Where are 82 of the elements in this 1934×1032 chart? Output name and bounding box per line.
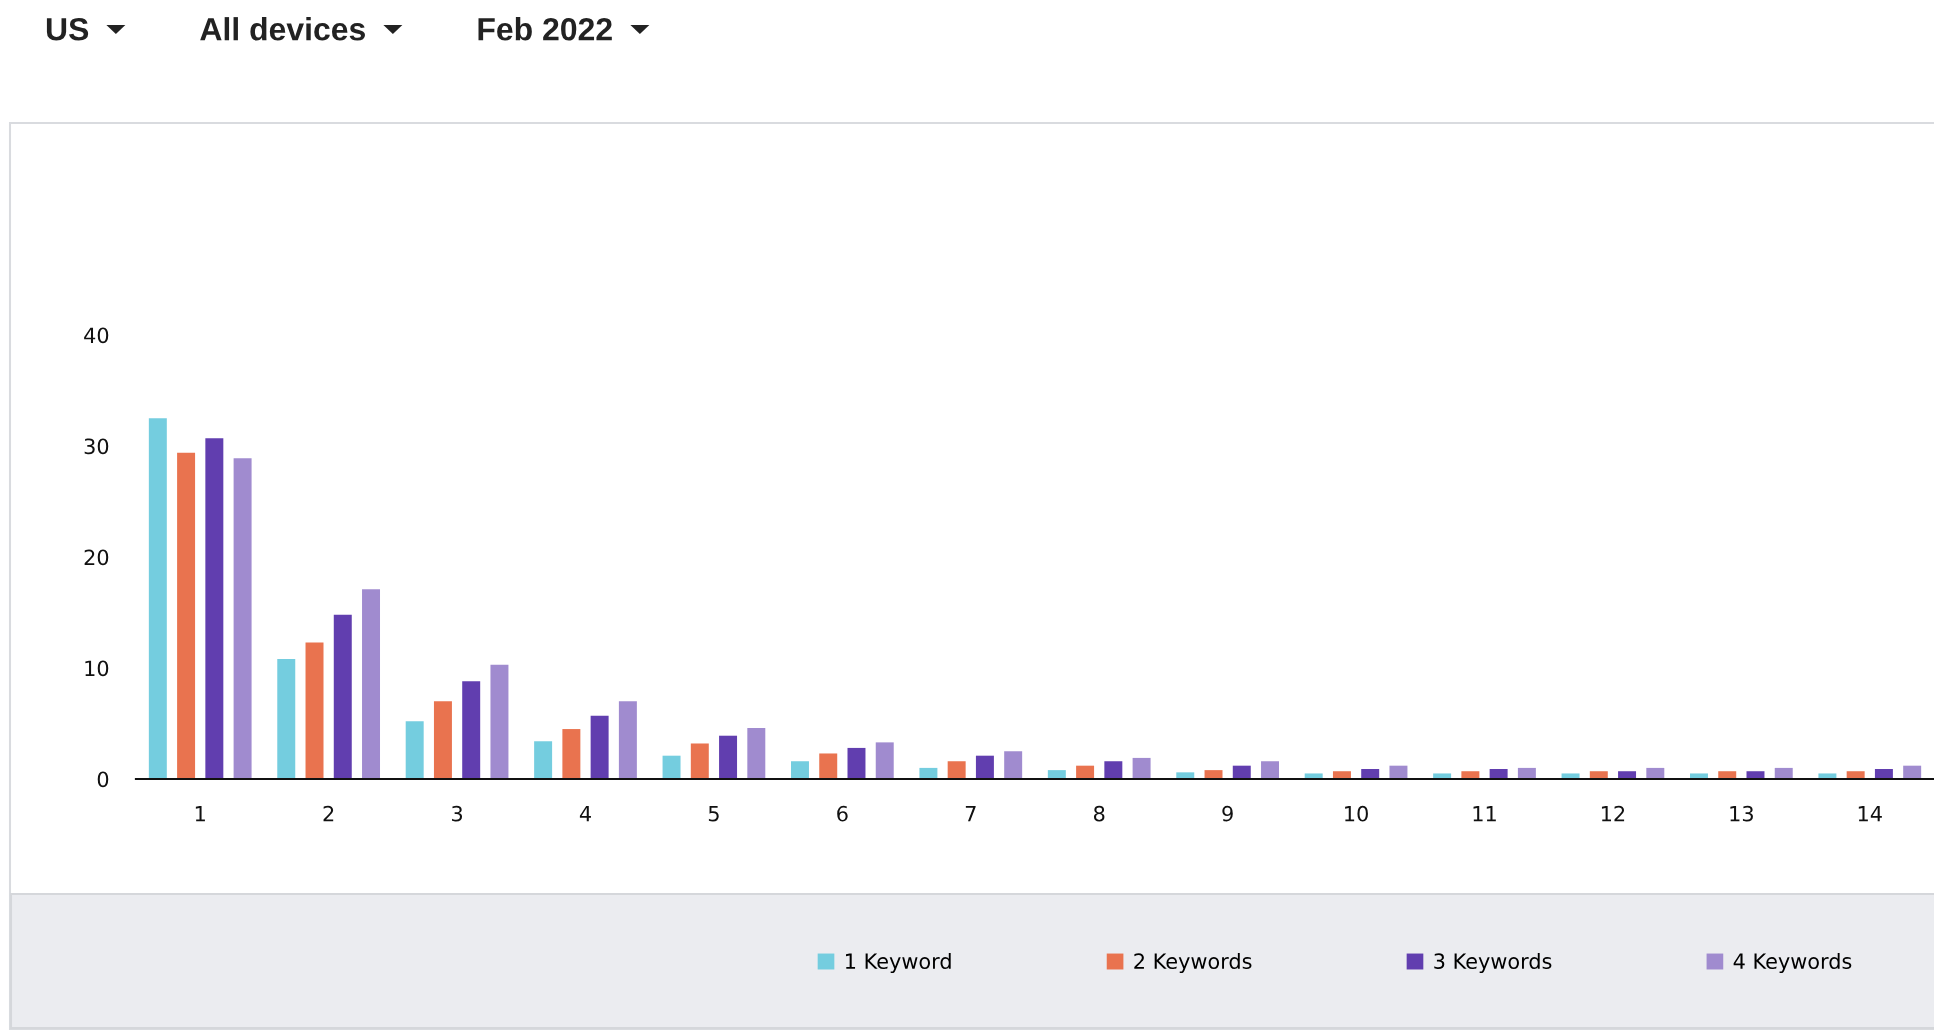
bar [1489, 769, 1508, 779]
bar [1589, 771, 1608, 779]
bar [462, 681, 481, 779]
bar [1689, 773, 1708, 779]
bar [233, 458, 252, 779]
bar [1389, 765, 1408, 779]
bar [1718, 771, 1737, 779]
bar [1818, 773, 1837, 779]
bar [919, 767, 938, 779]
bar [1517, 767, 1536, 779]
y-tick-label: 10 [85, 660, 109, 677]
bar [790, 761, 809, 779]
bar [1232, 765, 1251, 779]
x-tick-label: 8 [1094, 805, 1105, 822]
y-tick-label: 20 [84, 549, 109, 566]
legend-label: 4 Keywords [1733, 952, 1852, 974]
bar [433, 701, 452, 779]
bar [1746, 771, 1765, 779]
bar [1618, 771, 1637, 779]
bar [1774, 767, 1793, 779]
bar [847, 747, 866, 779]
x-tick-label: 11 [1473, 806, 1496, 822]
bar [1361, 769, 1380, 779]
bar [1076, 765, 1095, 779]
legend-label: 1 Keyword [846, 952, 951, 974]
bar [333, 614, 352, 779]
bar [148, 418, 167, 779]
x-tick-label: 10 [1345, 805, 1368, 822]
bar [1874, 769, 1893, 779]
bar [975, 755, 994, 779]
bar [177, 452, 196, 779]
bar [1176, 772, 1195, 779]
x-tick-label: 2 [323, 805, 334, 822]
bar [362, 589, 381, 779]
bar [1903, 765, 1922, 779]
x-tick-label: 9 [1222, 805, 1233, 822]
bar [662, 755, 681, 779]
y-tick-label: 40 [84, 327, 109, 344]
bar [405, 721, 424, 779]
bar [562, 729, 581, 779]
x-tick-label: 5 [708, 806, 719, 822]
text: All devices [200, 17, 365, 41]
x-tick-label: 4 [579, 806, 591, 822]
bar [690, 743, 709, 779]
bar [1433, 773, 1452, 779]
bar [590, 715, 609, 779]
x-tick-label: 12 [1601, 805, 1625, 822]
x-tick-label: 6 [837, 805, 848, 822]
x-tick-label: 3 [452, 805, 463, 822]
bar [1132, 757, 1151, 779]
x-tick-label: 7 [965, 806, 976, 822]
bar [719, 735, 738, 779]
bar [1261, 761, 1280, 779]
bar [1104, 761, 1123, 779]
bar [1304, 773, 1323, 779]
y-tick-label: 0 [97, 771, 109, 788]
x-tick-label: 1 [195, 806, 205, 822]
bar [618, 701, 637, 779]
bar [1561, 773, 1580, 779]
legend-label: 3 Keywords [1434, 952, 1552, 974]
bar [1332, 771, 1351, 779]
bar [1846, 771, 1865, 779]
bar [277, 659, 296, 779]
bar [875, 742, 894, 779]
legend-label: 2 Keywords [1134, 952, 1252, 974]
y-tick-label: 30 [84, 438, 109, 455]
bar [534, 741, 553, 779]
bar [1461, 771, 1480, 779]
bar [819, 753, 838, 779]
bar [1047, 770, 1066, 779]
bar [305, 642, 324, 779]
bar [1204, 770, 1223, 779]
bar [1004, 751, 1023, 779]
bar [1646, 767, 1665, 779]
bar [205, 438, 224, 779]
text: US [46, 17, 89, 41]
x-tick-label: 13 [1730, 805, 1753, 822]
text: Feb 2022 [478, 17, 612, 41]
bar [490, 664, 509, 779]
bar [747, 727, 766, 779]
x-tick-label: 14 [1858, 806, 1882, 822]
bar [947, 761, 966, 779]
